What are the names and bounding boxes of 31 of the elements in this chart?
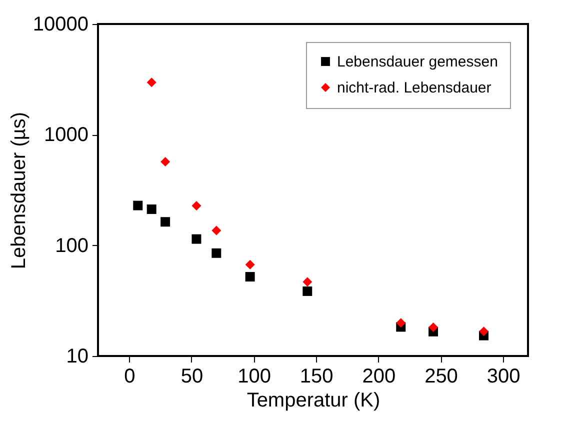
point (479, 326, 488, 336)
point (428, 322, 438, 332)
x-tick-label: 250 (424, 366, 458, 388)
point (160, 217, 170, 227)
point (192, 200, 202, 210)
point (302, 277, 312, 287)
legend-label: Lebensdauer gemessen (337, 54, 498, 70)
x-tick-label: 100 (238, 366, 271, 388)
x-tick-label: 0 (124, 366, 136, 388)
point (245, 260, 255, 270)
x-tick-label: 300 (486, 366, 520, 388)
point (302, 286, 312, 296)
y-tick-label: 10000 (32, 14, 88, 36)
point (146, 78, 156, 88)
x-tick-label: 150 (300, 366, 334, 388)
point (396, 318, 406, 328)
x-axis-title: Temperatur (K) (246, 390, 380, 412)
y-axis-title: Lebensdauer (µs) (8, 112, 30, 270)
y-tick-label: 1000 (44, 124, 88, 146)
point (160, 157, 170, 167)
point (146, 204, 156, 214)
legend-label: nicht-rad. Lebensdauer (337, 80, 492, 96)
point (192, 234, 202, 244)
point (245, 272, 255, 282)
point (212, 248, 222, 258)
x-tick-label: 50 (180, 366, 204, 388)
point (133, 200, 143, 210)
x-tick-label: 200 (362, 366, 396, 388)
y-tick-label: 10 (66, 346, 88, 368)
y-tick-label: 100 (55, 234, 88, 257)
point (212, 226, 222, 236)
